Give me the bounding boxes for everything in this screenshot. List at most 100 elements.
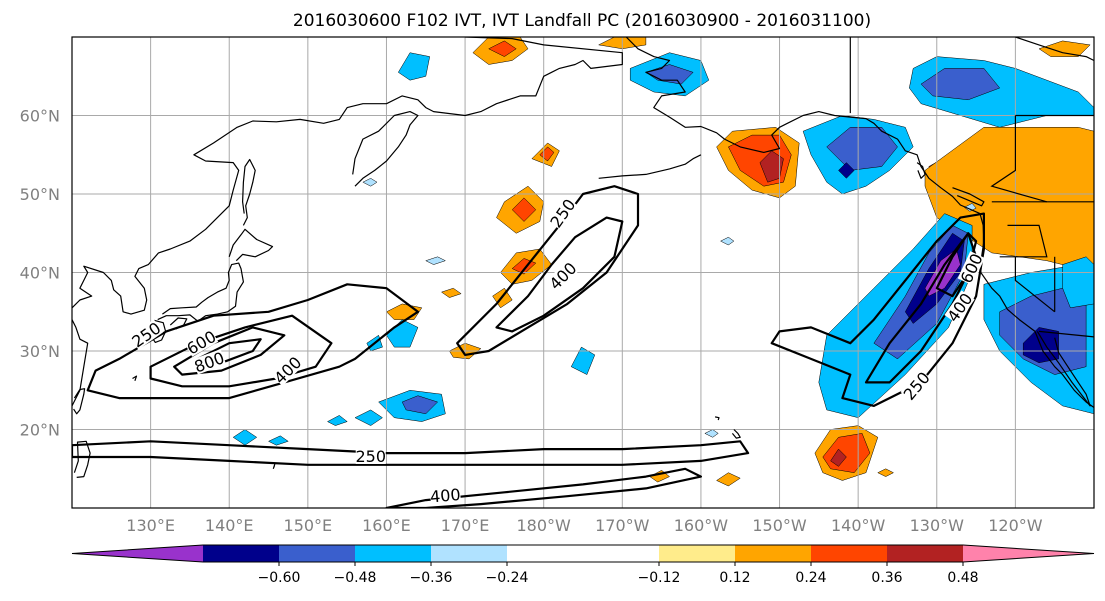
border-bc-alberta [990, 115, 1047, 203]
colorbar-bin [887, 545, 963, 562]
colorbar-tick-label: −0.60 [258, 570, 301, 586]
pc-feature [268, 435, 289, 446]
coastline-haida-gwaii [916, 162, 926, 179]
pc-feature [232, 429, 257, 446]
lon-tick-label: 160°W [674, 516, 729, 535]
pc-feature [920, 68, 1000, 101]
colorbar-tick-label: −0.12 [638, 570, 681, 586]
colorbar-bin [279, 545, 355, 562]
lon-tick-label: 130°W [910, 516, 965, 535]
longitude-tick-labels: 130°E 140°E 150°E 160°E 170°E 180°W 170°W 160°W… [126, 516, 1042, 535]
pc-feature [511, 197, 537, 222]
ivt-contour-400 [495, 216, 624, 333]
lon-tick-label: 130°E [126, 516, 175, 535]
contour-label-bg [546, 259, 579, 292]
coastline-okinawa [132, 375, 138, 381]
lon-tick-label: 140°W [831, 516, 886, 535]
contour-label-bg [129, 319, 163, 350]
colorbar-bin [507, 545, 659, 562]
contour-label-bg [944, 290, 975, 325]
coastline-kamchatka [352, 110, 419, 187]
pc-feature [1062, 256, 1094, 309]
pc-feature [386, 319, 419, 348]
pc-feature [877, 468, 894, 477]
ivt-contour-600 [173, 326, 286, 376]
pc-feature [425, 256, 446, 265]
coastline-taiwan [73, 388, 86, 415]
contour-label-bg [355, 447, 386, 464]
colorbar-extend-high [963, 545, 1094, 562]
colorbar-tick-label: 0.36 [871, 570, 902, 586]
pc-feature [830, 448, 847, 467]
colorbar-extend-low [72, 545, 203, 562]
lon-tick-label: 120°W [988, 516, 1043, 535]
pc-feature [1038, 40, 1091, 57]
ivt-contour-250 [86, 283, 419, 400]
contour-label: 400 [429, 485, 461, 507]
pc-feature [704, 429, 719, 438]
colorbar-bin [355, 545, 431, 562]
colorbar-tick-label: 0.12 [719, 570, 750, 586]
ivt-contour-250 [72, 440, 750, 466]
lon-tick-label: 140°E [205, 516, 254, 535]
colorbar-outline [71, 544, 1095, 563]
lon-tick-label: 160°E [362, 516, 411, 535]
lon-tick-label: 170°E [441, 516, 490, 535]
pc-feature [327, 415, 348, 426]
colorbar-tick-label: 0.48 [947, 570, 978, 586]
coastline-oahu [714, 416, 720, 421]
pc-feature [362, 178, 378, 187]
lat-tick-label: 20°N [20, 421, 60, 440]
lat-tick-label: 50°N [20, 185, 60, 204]
ivt-contour-250 [770, 212, 986, 407]
contour-label-bg [900, 369, 933, 403]
contour-label: 250 [355, 447, 386, 466]
pc-feature [838, 162, 855, 179]
lon-tick-label: 150°E [284, 516, 333, 535]
colorbar-bin [659, 545, 735, 562]
border-us-states [999, 224, 1048, 258]
ivt-contour-250 [456, 185, 640, 356]
contour-label-bg [271, 353, 304, 387]
ivt-contour-400 [149, 314, 333, 388]
latitude-tick-labels: 60°N 50°N 40°N 30°N 20°N [20, 107, 60, 440]
map-frame [71, 36, 1095, 509]
colorbar-tick-label: −0.24 [486, 570, 529, 586]
colorbar-bin [431, 545, 507, 562]
contour-label-bg [547, 196, 578, 230]
colorbar-tick-label: −0.48 [334, 570, 377, 586]
pc-feature [759, 150, 784, 183]
coastline-asia-mainland [72, 37, 623, 407]
lon-tick-label: 150°W [752, 516, 807, 535]
colorbar-bin [735, 545, 811, 562]
lat-tick-label: 60°N [20, 107, 60, 126]
lat-tick-label: 40°N [20, 264, 60, 283]
coastline-baja-california [1036, 331, 1091, 407]
lon-tick-label: 170°W [595, 516, 650, 535]
pc-feature [354, 409, 383, 426]
coastlines [72, 37, 1094, 478]
coastline-sakhalin [242, 158, 256, 226]
pc-feature [441, 287, 462, 298]
coastline-hudson-bay [1015, 37, 1094, 62]
coastline-vancouver-island [952, 187, 985, 207]
colorbar-tick-label: −0.36 [410, 570, 453, 586]
pc-feature [488, 40, 517, 57]
contour-label-bg [957, 251, 985, 286]
pc-feature [716, 472, 741, 487]
colorbar-tick-label: 0.24 [795, 570, 826, 586]
pc-feature [964, 203, 977, 212]
border-us-states-2 [1014, 256, 1056, 313]
contour-label-bg [192, 349, 227, 375]
coastline-hokkaido [228, 228, 274, 262]
contour-label-bg [429, 485, 461, 505]
coastline-aleutians [598, 154, 702, 179]
lat-tick-label: 30°N [20, 342, 60, 361]
ivt-contour-400 [385, 467, 703, 508]
lon-tick-label: 180°W [517, 516, 572, 535]
pc-feature [570, 346, 596, 375]
pc-feature [398, 52, 430, 81]
border-us-mexico [1038, 330, 1094, 338]
